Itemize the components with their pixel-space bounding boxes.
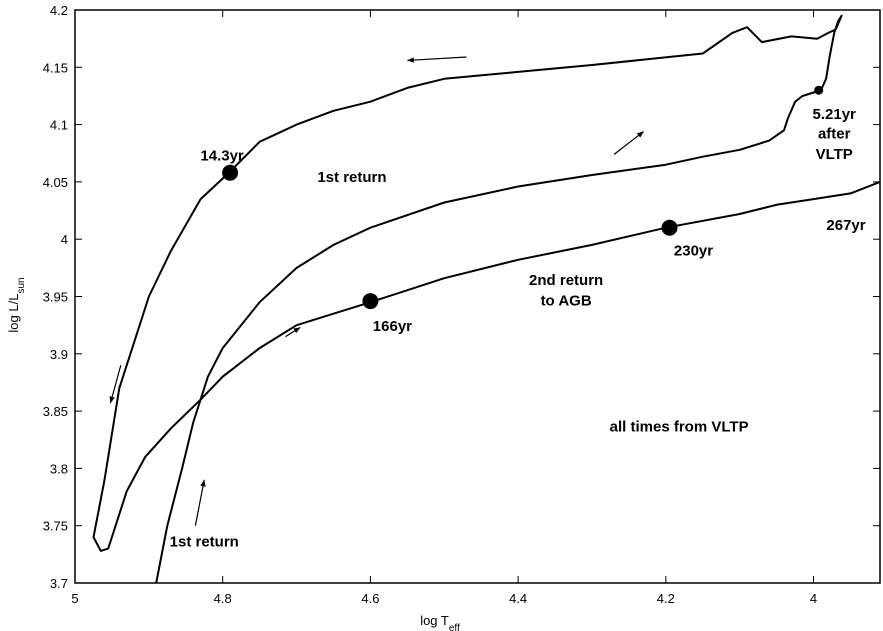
direction-arrowhead: [200, 479, 206, 487]
y-tick-label: 3.95: [43, 290, 68, 305]
x-axis-label: log Teff: [420, 613, 460, 631]
y-tick-label: 3.7: [50, 576, 68, 591]
marker-layer: [222, 85, 824, 310]
x-tick-label: 4.2: [657, 591, 675, 606]
direction-arrow: [194, 479, 205, 526]
series-layer: [92, 14, 881, 584]
y-tick-label: 3.85: [43, 404, 68, 419]
direction-arrow: [109, 365, 122, 404]
x-tick-label: 5: [71, 591, 78, 606]
x-tick-label: 4.6: [361, 591, 379, 606]
annotation-label: 267yr: [826, 217, 865, 234]
annotation-label: all times from VLTP: [610, 419, 749, 436]
y-tick-label: 4.05: [43, 175, 68, 190]
direction-arrowhead: [293, 327, 301, 334]
marker-time-label: 230yr: [674, 243, 713, 260]
annotation-label: after: [818, 125, 851, 142]
y-tick-label: 3.75: [43, 519, 68, 534]
time-marker-dot: [362, 293, 379, 310]
y-tick-label: 4.15: [43, 60, 68, 75]
marker-time-label: 14.3yr: [200, 148, 244, 165]
annotation-layer: 1st return 2nd return to AGB 267yr 1st retur…: [170, 106, 866, 550]
evolution-track-line: [92, 14, 881, 584]
y-tick-label: 3.9: [50, 347, 68, 362]
annotation-label: to AGB: [541, 293, 592, 310]
x-tick-label: 4.4: [509, 591, 527, 606]
time-marker-dot: [661, 219, 678, 236]
annotation-label: VLTP: [816, 146, 853, 163]
arrow-layer: [109, 56, 645, 526]
plot-frame: [74, 9, 881, 584]
plot-border: [74, 9, 881, 584]
annotation-label: 2nd return: [529, 272, 603, 289]
x-tick-label: 4: [810, 591, 817, 606]
y-tick-label: 4.1: [50, 118, 68, 133]
marker-time-label: 166yr: [373, 318, 412, 335]
direction-arrow: [407, 56, 467, 62]
y-tick-label: 4.2: [50, 3, 68, 18]
time-marker-dot: [814, 85, 824, 95]
direction-arrowhead: [636, 131, 644, 138]
annotation-label: 1st return: [170, 533, 239, 550]
annotation-label: 1st return: [317, 169, 386, 186]
y-axis-ticks: 3.7 3.75 3.8 3.85 3.9 3.95 4 4.05 4.1 4.15 4.2: [43, 3, 880, 591]
time-marker-dot: [222, 164, 239, 181]
direction-arrowhead: [109, 396, 115, 404]
y-axis-label: log L/Lsun: [6, 277, 27, 332]
y-tick-label: 4: [61, 232, 68, 247]
x-axis-ticks: 5 4.8 4.6 4.4 4.2 4: [71, 10, 817, 606]
annotation-label: 5.21yr: [813, 106, 857, 123]
y-tick-label: 3.8: [50, 461, 68, 476]
x-tick-label: 4.8: [214, 591, 232, 606]
direction-arrowhead: [407, 57, 414, 63]
